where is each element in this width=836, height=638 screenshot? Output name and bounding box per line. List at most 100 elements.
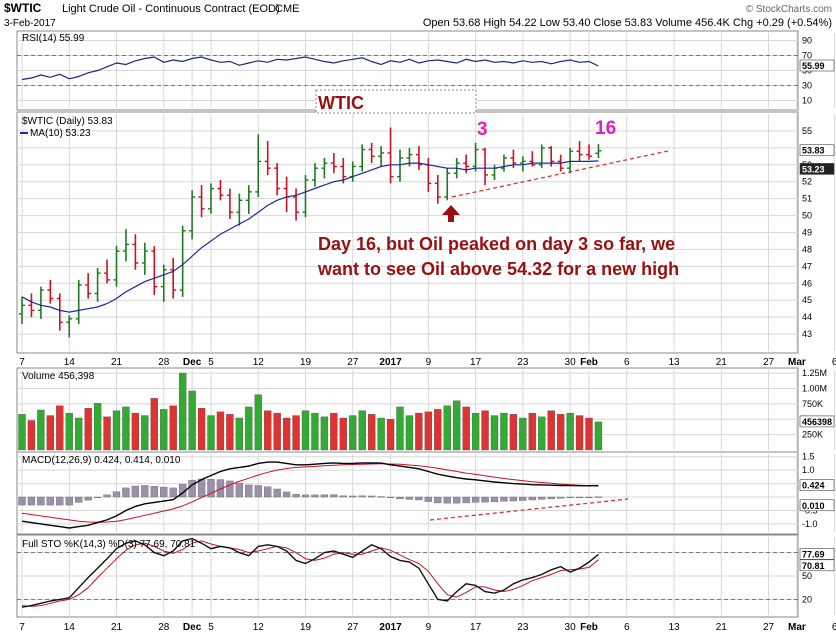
volume-bar <box>131 412 140 451</box>
volume-bar <box>528 412 536 451</box>
volume-bar <box>264 410 272 451</box>
price-tick-label: 48 <box>802 244 812 254</box>
macd-histogram-bar <box>273 488 281 498</box>
macd-histogram-bar <box>405 496 414 500</box>
volume-bar <box>396 406 404 451</box>
price-bar <box>132 234 139 270</box>
date-tick-label-bottom: 12 <box>253 622 265 633</box>
price-bar <box>170 257 177 299</box>
macd-histogram-bar <box>434 496 442 504</box>
price-bar <box>595 144 602 159</box>
volume-bar <box>585 417 593 451</box>
date-tick-label: 28 <box>158 357 170 368</box>
date-tick-label: 27 <box>347 357 359 368</box>
date-tick-label-bottom: 2017 <box>379 622 402 633</box>
volume-bar <box>594 421 603 451</box>
volume-bar <box>169 405 177 451</box>
date-tick-label-bottom: 28 <box>158 622 170 633</box>
volume-bar <box>415 412 423 451</box>
date-tick-label-bottom: 7 <box>19 622 25 633</box>
date-tick-label: 23 <box>517 357 529 368</box>
date-tick-label-bottom: 6 <box>832 622 836 633</box>
last-ma-value-bg <box>799 163 835 175</box>
volume-bar <box>471 412 480 451</box>
ohlc-summary: Open 53.68 High 54.22 Low 53.40 Close 53… <box>423 17 832 29</box>
volume-bar <box>112 410 121 451</box>
price-bar <box>274 163 281 196</box>
macd-histogram-bar <box>131 485 140 498</box>
stochastic-layer <box>17 537 798 608</box>
macd-histogram-bar <box>453 496 461 504</box>
macd-histogram-bar <box>264 486 272 498</box>
macd-histogram-bar <box>471 496 480 503</box>
price-bar <box>576 141 583 162</box>
price-bar <box>236 193 243 226</box>
macd-histogram-bar <box>37 496 45 506</box>
date-tick-label: 21 <box>111 357 123 368</box>
macd-histogram-bar <box>292 494 300 498</box>
volume-bar <box>226 414 234 451</box>
price-bar <box>330 152 337 174</box>
macd-layer <box>18 461 603 529</box>
date-tick-label-bottom: 9 <box>426 622 432 633</box>
price-bar <box>245 185 252 214</box>
macd-histogram-bar <box>396 496 404 500</box>
volume-bar <box>330 412 338 451</box>
macd-histogram-bar <box>443 496 451 504</box>
volume-bar <box>462 406 470 451</box>
price-bar <box>472 142 479 172</box>
price-bar <box>141 242 148 275</box>
price-bar <box>415 146 422 170</box>
macd-histogram-bar <box>585 496 593 498</box>
macd-histogram-bar <box>349 495 357 498</box>
macd-histogram-bar <box>150 486 158 498</box>
date-tick-label-bottom: 27 <box>347 622 359 633</box>
price-tick-label: 49 <box>802 228 812 238</box>
date-tick-label-bottom: 21 <box>716 622 728 633</box>
price-bar <box>226 188 233 219</box>
date-tick-label-bottom: 14 <box>64 622 76 633</box>
sto-tick-label: 20 <box>802 594 812 604</box>
macd-histogram-bar <box>18 496 26 506</box>
price-tick-label: 45 <box>802 295 812 305</box>
volume-bar <box>216 411 225 451</box>
macd-signal-line <box>21 463 599 523</box>
macd-histogram-bar <box>46 496 54 506</box>
volume-bar <box>575 415 584 451</box>
volume-tick-label: 750K <box>802 399 823 409</box>
price-tick-label: 50 <box>802 211 812 221</box>
macd-histogram-bar <box>282 491 291 498</box>
price-bar <box>586 144 592 160</box>
macd-histogram-bar <box>84 496 92 501</box>
date-tick-label: 30 <box>565 357 577 368</box>
volume-bar <box>434 409 442 451</box>
sto-k-line <box>21 537 599 608</box>
volume-bar <box>500 412 508 451</box>
volume-bar <box>490 415 499 451</box>
peak-day-label: 3 <box>477 119 488 140</box>
volume-bar <box>75 417 83 451</box>
price-bar <box>519 156 526 172</box>
rsi-tick-label: 70 <box>802 51 812 61</box>
price-bar <box>75 279 82 324</box>
volume-bar <box>349 415 357 451</box>
macd-histogram-bar <box>339 495 347 498</box>
date-tick-label: 19 <box>300 357 312 368</box>
sto-d-last-value-bg <box>799 559 835 572</box>
macd-histogram-bar <box>594 496 603 498</box>
macd-histogram-bar <box>547 496 555 500</box>
macd-histogram-bar <box>160 486 168 498</box>
volume-bar <box>301 410 310 451</box>
rsi-tick-label: 10 <box>802 96 812 106</box>
volume-bar <box>320 416 329 451</box>
macd-histogram-bar <box>254 485 262 498</box>
rsi-last-value: 55.99 <box>802 61 825 71</box>
volume-bar <box>453 400 461 451</box>
price-bar <box>113 246 120 287</box>
sto-d-last-value: 70.81 <box>802 561 825 571</box>
price-bar <box>151 246 158 296</box>
price-bar <box>368 142 375 164</box>
macd-trendline <box>429 498 629 521</box>
date-tick-label: 7 <box>19 357 25 368</box>
